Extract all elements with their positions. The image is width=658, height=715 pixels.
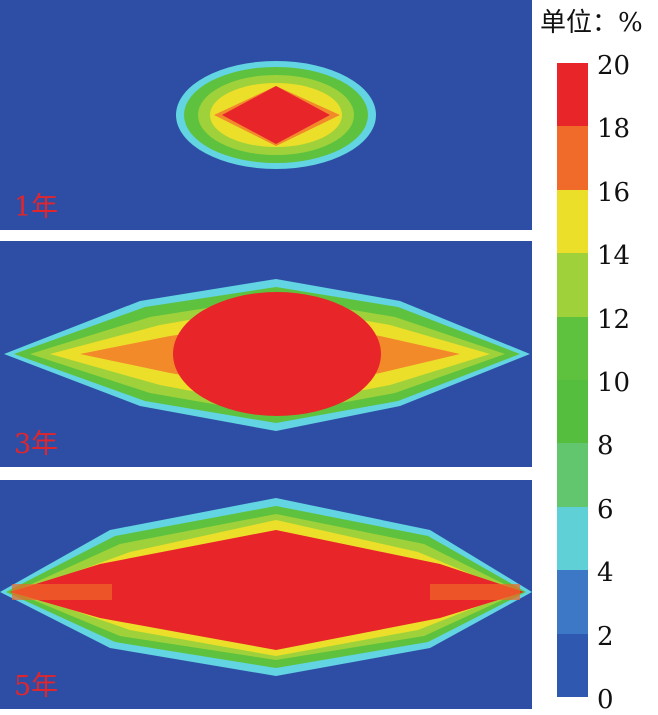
colorbar-tick-label: 12 [597,304,631,335]
colorbar-segment [557,506,588,571]
plume-year-5 [0,498,532,676]
colorbar-segment [557,570,588,635]
colorbar-segment [557,443,588,508]
panel-label-year-5: 5年 [14,671,59,702]
colorbar-segment [557,126,588,191]
panel-year-1: 1年 [0,0,532,230]
colorbar-tick-label: 8 [597,431,614,462]
panel-label-year-3: 3年 [14,429,59,460]
colorbar-tick-label: 4 [597,558,614,589]
colorbar-tick-label: 2 [597,621,614,652]
colorbar-tick-label: 10 [597,368,631,398]
colorbar-segment [557,189,588,254]
colorbar-segment [557,633,588,698]
colorbar-tick-label: 0 [597,685,614,715]
colorbar-tick-label: 14 [597,241,631,272]
panel-year-5: 5年 [0,480,532,709]
unit-label: 单位：% [540,8,643,38]
panel-label-year-1: 1年 [14,192,59,223]
colorbar-tick-label: 18 [597,114,631,145]
plume-year-1 [176,61,376,169]
colorbar-segment [557,63,588,127]
colorbar-tick-label: 20 [597,51,631,81]
colorbar-segment [557,380,588,444]
colorbar-segment [557,253,588,318]
panel-year-3: 3年 [0,241,532,467]
colorbar-segment [557,316,588,381]
colorbar [557,63,588,698]
plume-year-3 [4,279,530,431]
colorbar-tick-label: 16 [597,177,631,208]
colorbar-tick-label: 6 [597,494,614,525]
